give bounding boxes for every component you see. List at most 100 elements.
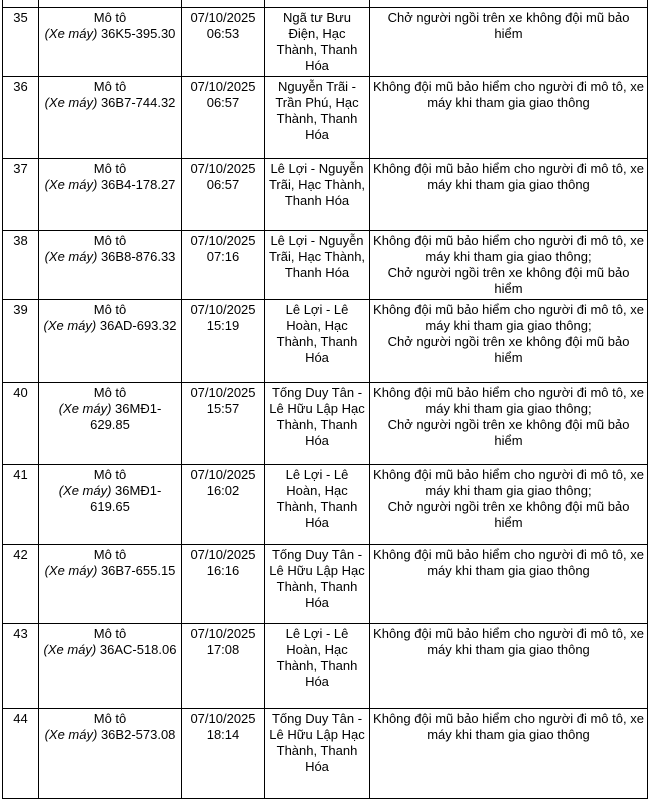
plate-number: 36B8-876.33 [100, 248, 176, 264]
location-cell: Lê Lợi - Nguyễn Trãi, Hạc Thành, Thanh H… [264, 229, 370, 300]
vehicle-cell: Mô tô (Xe máy) 36B8-876.33 [38, 229, 182, 300]
vehicle-cell: Mô tô (Xe máy) 36MĐ1-619.65 [38, 463, 182, 545]
vehicle-plate-line: (Xe máy) 36K5-395.30 [42, 26, 178, 42]
vehicle-plate-line: (Xe máy) 36B7-744.32 [42, 95, 178, 111]
vehicle-type: Mô tô [93, 9, 127, 25]
violation-date: 07/10/2025 [190, 9, 256, 25]
vehicle-cell: Mô tô (Xe máy) 36B2-573.08 [38, 707, 182, 799]
row-number-cell: 38 [2, 229, 39, 300]
violation-cell: Không đội mũ bảo hiểm cho người đi mô tô… [369, 75, 648, 159]
datetime-cell: 07/10/2025 06:53 [181, 6, 265, 77]
violation-time: 07:16 [206, 248, 240, 264]
partial-cell [2, 0, 39, 8]
violation-cell: Không đội mũ bảo hiểm cho người đi mô tô… [369, 707, 648, 799]
datetime-cell: 07/10/2025 06:57 [181, 157, 265, 231]
violation-row-42: 42 Mô tô (Xe máy) 36B7-655.15 07/10/2025… [2, 543, 648, 624]
vehicle-plate-line: (Xe máy) 36B2-573.08 [42, 727, 178, 743]
vehicle-cell: Mô tô (Xe máy) 36AC-518.06 [38, 622, 182, 709]
vehicle-kind: (Xe máy) [58, 482, 112, 498]
vehicle-cell: Mô tô (Xe máy) 36B4-178.27 [38, 157, 182, 231]
violation-cell: Chở người ngồi trên xe không đội mũ bảo … [369, 6, 648, 77]
violation-date: 07/10/2025 [190, 384, 256, 400]
violation-row-37: 37 Mô tô (Xe máy) 36B4-178.27 07/10/2025… [2, 157, 648, 231]
plate-number: 36B7-655.15 [100, 562, 176, 578]
vehicle-plate-line: (Xe máy) 36AC-518.06 [42, 642, 178, 658]
vehicle-type: Mô tô [93, 301, 127, 317]
partial-row [2, 0, 648, 8]
violation-cell: Không đội mũ bảo hiểm cho người đi mô tô… [369, 543, 648, 624]
vehicle-type: Mô tô [93, 625, 127, 641]
violation-row-38: 38 Mô tô (Xe máy) 36B8-876.33 07/10/2025… [2, 229, 648, 300]
location-cell: Tống Duy Tân - Lê Hữu Lập Hạc Thành, Tha… [264, 707, 370, 799]
datetime-cell: 07/10/2025 06:57 [181, 75, 265, 159]
violation-cell: Không đội mũ bảo hiểm cho người đi mô tô… [369, 381, 648, 465]
vehicle-kind: (Xe máy) [44, 94, 98, 110]
datetime-cell: 07/10/2025 16:16 [181, 543, 265, 624]
vehicle-type: Mô tô [93, 546, 127, 562]
row-number-cell: 39 [2, 298, 39, 383]
vehicle-plate-line: (Xe máy) 36B8-876.33 [42, 249, 178, 265]
violation-cell: Không đội mũ bảo hiểm cho người đi mô tô… [369, 298, 648, 383]
vehicle-kind: (Xe máy) [44, 726, 98, 742]
violation-row-35: 35 Mô tô (Xe máy) 36K5-395.30 07/10/2025… [2, 6, 648, 77]
violation-row-39: 39 Mô tô (Xe máy) 36AD-693.32 07/10/2025… [2, 298, 648, 383]
violation-time: 17:08 [206, 641, 240, 657]
location-cell: Lê Lợi - Lê Hoàn, Hạc Thành, Thanh Hóa [264, 622, 370, 709]
datetime-cell: 07/10/2025 07:16 [181, 229, 265, 300]
partial-cell [369, 0, 648, 8]
violation-time: 15:57 [206, 400, 240, 416]
vehicle-type: Mô tô [93, 160, 127, 176]
violation-time: 18:14 [206, 726, 240, 742]
vehicle-cell: Mô tô (Xe máy) 36MĐ1-629.85 [38, 381, 182, 465]
plate-number: 36MĐ1-629.85 [90, 400, 162, 432]
vehicle-type: Mô tô [93, 78, 127, 94]
datetime-cell: 07/10/2025 16:02 [181, 463, 265, 545]
violation-time: 06:57 [206, 176, 240, 192]
vehicle-cell: Mô tô (Xe máy) 36AD-693.32 [38, 298, 182, 383]
violation-date: 07/10/2025 [190, 160, 256, 176]
partial-cell [181, 0, 265, 8]
plate-number: 36AC-518.06 [99, 641, 177, 657]
vehicle-plate-line: (Xe máy) 36B4-178.27 [42, 177, 178, 193]
partial-cell [38, 0, 182, 8]
vehicle-kind: (Xe máy) [44, 25, 98, 41]
datetime-cell: 07/10/2025 15:19 [181, 298, 265, 383]
row-number-cell: 43 [2, 622, 39, 709]
violation-time: 06:57 [206, 94, 240, 110]
location-cell: Lê Lợi - Nguyễn Trãi, Hạc Thành, Thanh H… [264, 157, 370, 231]
vehicle-type: Mô tô [93, 710, 127, 726]
violation-cell: Không đội mũ bảo hiểm cho người đi mô tô… [369, 229, 648, 300]
plate-number: 36B4-178.27 [100, 176, 176, 192]
row-number-cell: 40 [2, 381, 39, 465]
vehicle-plate-line: (Xe máy) 36MĐ1-619.65 [42, 483, 178, 515]
violation-date: 07/10/2025 [190, 232, 256, 248]
datetime-cell: 07/10/2025 17:08 [181, 622, 265, 709]
violation-time: 15:19 [206, 317, 240, 333]
violation-date: 07/10/2025 [190, 78, 256, 94]
row-number-cell: 44 [2, 707, 39, 799]
vehicle-kind: (Xe máy) [43, 317, 97, 333]
violation-date: 07/10/2025 [190, 625, 256, 641]
location-cell: Lê Lợi - Lê Hoàn, Hạc Thành, Thanh Hóa [264, 463, 370, 545]
violation-date: 07/10/2025 [190, 546, 256, 562]
violation-row-41: 41 Mô tô (Xe máy) 36MĐ1-619.65 07/10/202… [2, 463, 648, 545]
violation-row-36: 36 Mô tô (Xe máy) 36B7-744.32 07/10/2025… [2, 75, 648, 159]
vehicle-kind: (Xe máy) [58, 400, 112, 416]
plate-number: 36K5-395.30 [100, 25, 176, 41]
violation-time: 06:53 [206, 25, 240, 41]
datetime-cell: 07/10/2025 15:57 [181, 381, 265, 465]
violation-cell: Không đội mũ bảo hiểm cho người đi mô tô… [369, 157, 648, 231]
vehicle-plate-line: (Xe máy) 36AD-693.32 [42, 318, 178, 334]
vehicle-kind: (Xe máy) [44, 248, 98, 264]
location-cell: Ngã tư Bưu Điện, Hạc Thành, Thanh Hóa [264, 6, 370, 77]
vehicle-kind: (Xe máy) [44, 176, 98, 192]
violation-row-43: 43 Mô tô (Xe máy) 36AC-518.06 07/10/2025… [2, 622, 648, 709]
row-number-cell: 42 [2, 543, 39, 624]
vehicle-cell: Mô tô (Xe máy) 36K5-395.30 [38, 6, 182, 77]
violation-time: 16:02 [206, 482, 240, 498]
vehicle-kind: (Xe máy) [44, 562, 98, 578]
location-cell: Tống Duy Tân - Lê Hữu Lập Hạc Thành, Tha… [264, 381, 370, 465]
datetime-cell: 07/10/2025 18:14 [181, 707, 265, 799]
